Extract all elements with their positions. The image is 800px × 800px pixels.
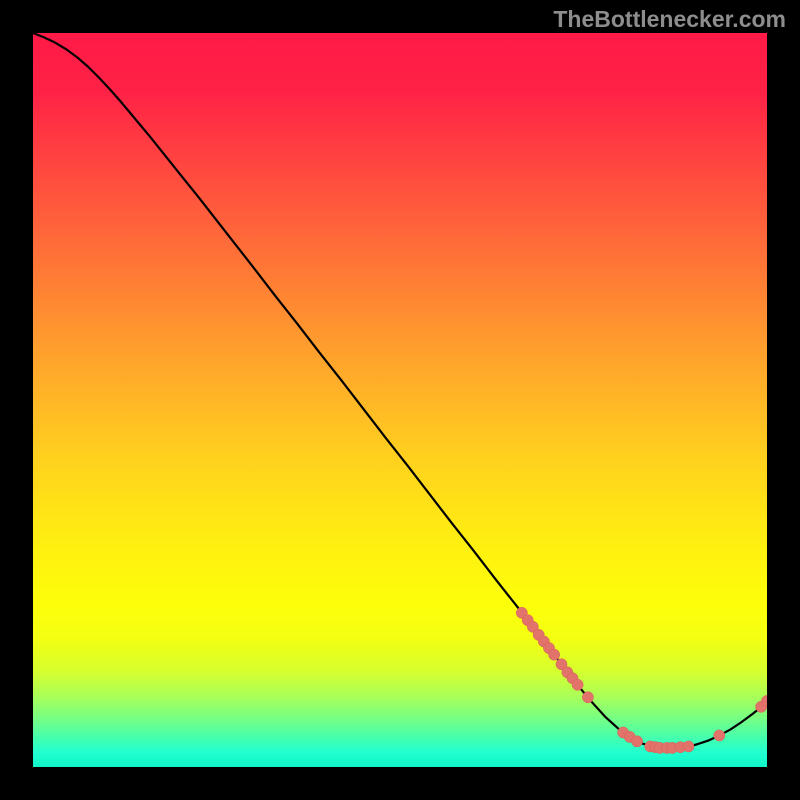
data-point-marker: [714, 730, 725, 741]
plot-area: [33, 33, 767, 767]
data-point-marker: [549, 649, 560, 660]
data-point-marker: [582, 692, 593, 703]
data-point-marker: [631, 736, 642, 747]
watermark-text: TheBottlenecker.com: [553, 6, 786, 33]
data-point-marker: [572, 679, 583, 690]
chart-root: TheBottlenecker.com: [0, 0, 800, 800]
data-point-marker: [683, 741, 694, 752]
gradient-background: [33, 33, 767, 767]
